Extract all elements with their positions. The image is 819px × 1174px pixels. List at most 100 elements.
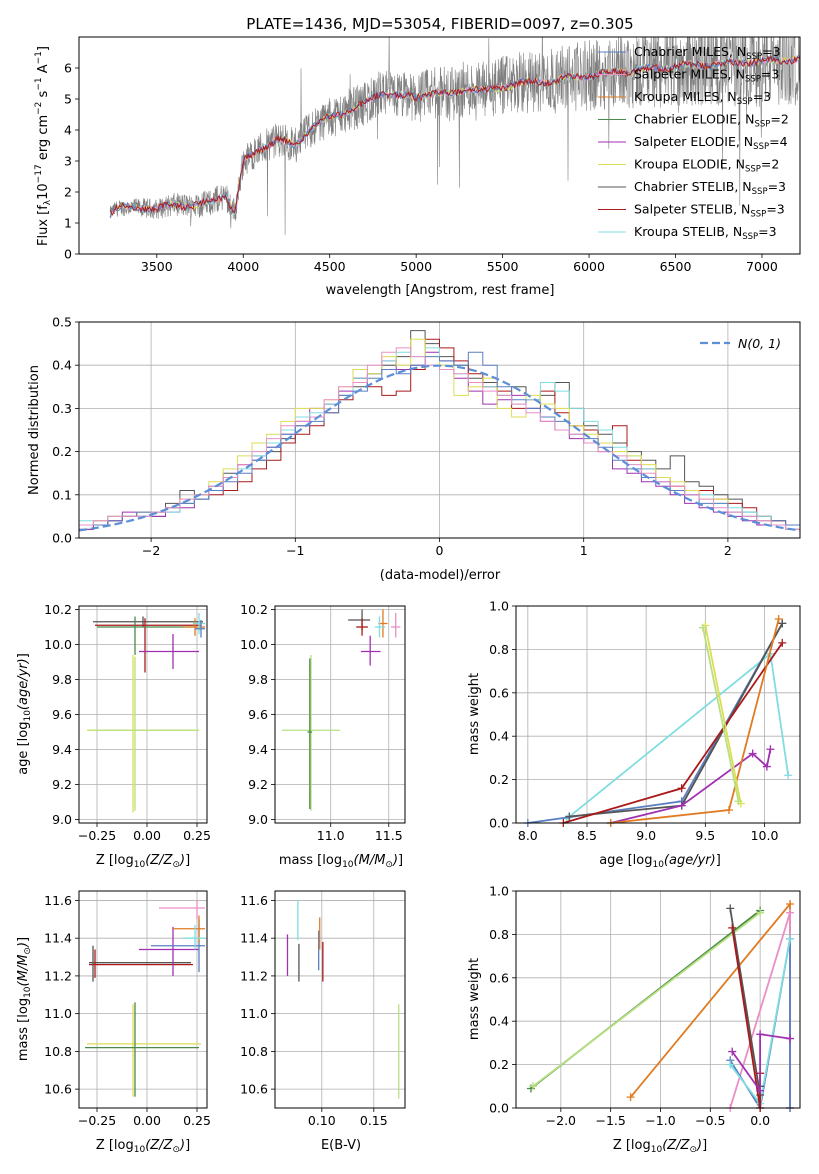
mass-weight-marker [626,1093,635,1102]
mass-weight-line [569,622,784,818]
age-mass-xlabel: mass [log10(M/M⊙)] [279,853,403,870]
residual-ylabel: Normed distribution [27,365,42,495]
x-tick-label: −0.5 [695,1113,725,1128]
y-tick-label: 9.6 [248,707,268,722]
age-z-ylabel: age [log10(age/yr)] [16,653,33,775]
mass-weight-marker [725,805,733,814]
axes-frame [78,605,208,824]
mass-weight-marker [756,908,765,917]
mass-weight-line [702,627,740,802]
x-tick-label: 5500 [487,259,519,274]
spectrum-xlabel: wavelength [Angstrom, rest frame] [326,283,555,298]
axes-frame [274,890,406,1109]
y-tick-label: 4 [64,123,72,138]
axes-frame [274,605,406,824]
y-tick-label: 11.4 [44,931,72,946]
y-tick-label: 0.4 [52,358,72,373]
mw-z-ylabel: mass weight [467,958,482,1040]
y-tick-label: 5 [64,92,72,107]
mass-weight-marker [786,908,795,917]
x-tick-label: 8.0 [518,828,538,843]
mass-weight-marker [748,749,757,758]
y-tick-label: 0.0 [52,531,72,546]
y-tick-label: 0.4 [489,729,509,744]
x-tick-label: 9.5 [695,828,715,843]
y-tick-label: 0.2 [489,1057,509,1072]
y-tick-label: 10.8 [240,1044,268,1059]
mass-weight-marker [677,784,686,793]
y-tick-label: 0.8 [489,927,509,942]
spectrum-panel: Flux [fλ10−17 erg cm−2 s−1 A−1] waveleng… [34,36,801,298]
x-tick-label: 0 [436,543,444,558]
y-tick-label: 10.0 [240,637,268,652]
residual-xlabel: (data-model)/error [380,568,501,583]
age-vs-z-panel: age [log10(age/yr)] Z [log10(Z/Z⊙)] −0.2… [16,602,211,870]
mass-weight-line [527,622,784,823]
mass-weight-line [731,1033,791,1094]
grid-lines [79,606,207,823]
y-tick-label: 10.8 [44,1044,72,1059]
x-tick-label: 10.0 [751,828,779,843]
y-tick-label: 0 [64,247,72,262]
legend-label: Kroupa STELIB, NSSP=3 [634,224,777,242]
grid-lines [275,891,405,1108]
mass-weight-line [532,911,761,1088]
x-tick-label: 1 [580,543,588,558]
x-tick-label: 3500 [141,259,173,274]
legend-label: Salpeter ELODIE, NSSP=4 [634,134,788,152]
y-tick-label: 10.2 [240,602,268,617]
legend-label: Salpeter STELIB, NSSP=3 [634,202,785,220]
y-tick-label: 0.8 [489,642,509,657]
y-tick-label: 0.3 [52,401,72,416]
mass-weight-marker [734,797,743,806]
axes-frame [515,890,801,1109]
x-tick-label: 0.10 [308,1113,336,1128]
spectrum-ylabel: Flux [fλ10−17 erg cm−2 s−1 A−1] [34,46,53,246]
y-tick-label: 9.0 [248,812,268,827]
y-tick-label: 10.2 [44,602,72,617]
y-tick-label: 0.2 [489,772,509,787]
legend-label: Kroupa ELODIE, NSSP=2 [634,157,779,175]
x-tick-label: −2.0 [546,1113,576,1128]
y-tick-label: 2 [64,185,72,200]
mass-vs-z-panel: mass [log10(M/M⊙)] Z [log10(Z/Z⊙)] −0.25… [16,890,211,1155]
y-tick-label: 1.0 [489,599,509,614]
mass-z-ylabel: mass [log10(M/M⊙)] [16,937,33,1061]
grid-lines [79,891,207,1108]
y-tick-label: 11.4 [240,931,268,946]
y-tick-label: 0.0 [489,816,509,831]
y-tick-label: 9.8 [248,672,268,687]
mass-weight-marker [528,1082,537,1091]
mass-weight-marker [778,638,787,647]
y-tick-label: 9.4 [52,742,72,757]
axes-frame [78,321,801,539]
x-tick-label: −0.25 [78,1113,116,1128]
y-tick-label: 9.2 [52,777,72,792]
mass-weight-marker [786,934,795,943]
legend-label: Chabrier MILES, NSSP=3 [634,44,781,62]
mass-weight-marker [565,812,574,821]
mass-weight-marker [726,904,735,913]
mass-ebv-xlabel: E(B-V) [321,1138,361,1153]
y-tick-label: 9.4 [248,742,268,757]
x-tick-label: −1 [286,543,304,558]
age-z-xlabel: Z [log10(Z/Z⊙)] [96,853,190,870]
y-tick-label: 11.2 [240,968,268,983]
y-tick-label: 0.2 [52,444,72,459]
x-tick-label: 0.00 [133,1113,161,1128]
mass-z-xlabel: Z [log10(Z/Z⊙)] [96,1138,190,1155]
mass-weight-marker [766,745,775,754]
mass-weight-marker [728,1047,737,1056]
x-tick-label: 0.25 [183,1113,211,1128]
x-tick-label: −1.0 [645,1113,675,1128]
x-tick-label: 9.0 [636,828,656,843]
x-tick-label: 7000 [746,259,778,274]
y-tick-label: 0.6 [489,685,509,700]
x-tick-label: 5000 [400,259,432,274]
model-spectrum-line [109,55,800,216]
y-tick-label: 11.0 [44,1006,72,1021]
y-tick-label: 3 [64,154,72,169]
y-tick-label: 10.6 [44,1082,72,1097]
mass-weight-marker [762,762,771,771]
